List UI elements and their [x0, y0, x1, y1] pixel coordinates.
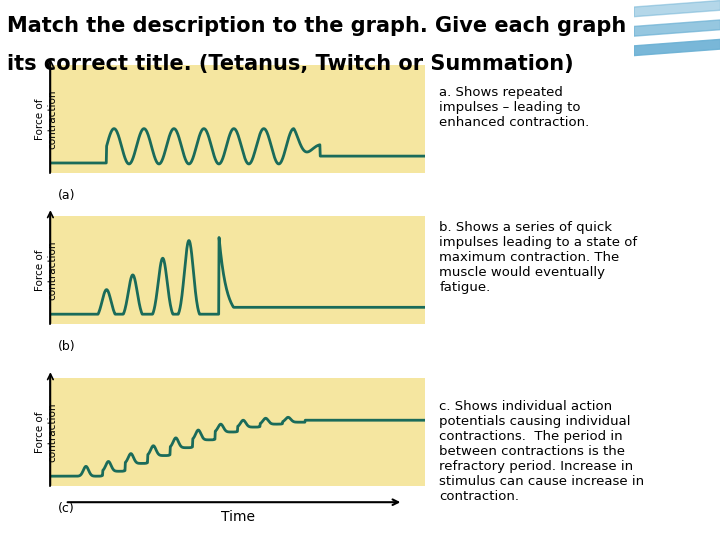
Text: its correct title. (Tetanus, Twitch or Summation): its correct title. (Tetanus, Twitch or S…: [7, 54, 574, 74]
Text: (b): (b): [58, 340, 75, 353]
Y-axis label: Force of
contraction: Force of contraction: [35, 402, 57, 462]
Text: Match the description to the graph. Give each graph: Match the description to the graph. Give…: [7, 16, 626, 36]
Text: b. Shows a series of quick
impulses leading to a state of
maximum contraction. T: b. Shows a series of quick impulses lead…: [439, 221, 637, 294]
Text: (c): (c): [58, 502, 74, 515]
Text: c. Shows individual action
potentials causing individual
contractions.  The peri: c. Shows individual action potentials ca…: [439, 400, 644, 503]
Text: a. Shows repeated
impulses – leading to
enhanced contraction.: a. Shows repeated impulses – leading to …: [439, 86, 590, 130]
Text: Time: Time: [220, 510, 255, 524]
Y-axis label: Force of
contraction: Force of contraction: [35, 240, 57, 300]
Text: (a): (a): [58, 189, 75, 202]
Y-axis label: Force of
contraction: Force of contraction: [35, 89, 57, 148]
